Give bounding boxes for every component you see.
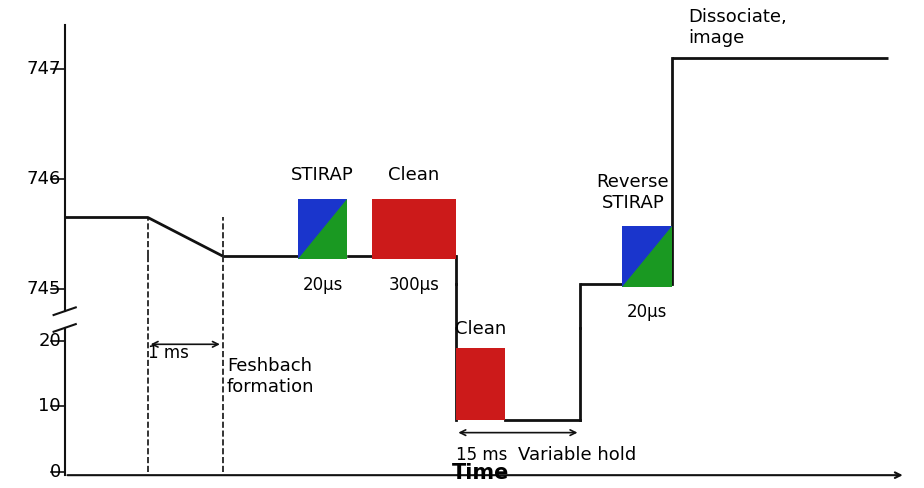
Text: Clean: Clean [455, 320, 506, 338]
Text: Feshbach
formation: Feshbach formation [227, 357, 314, 396]
Text: 0: 0 [50, 463, 61, 481]
Text: Time: Time [452, 463, 509, 483]
Bar [622, 226, 672, 287]
Polygon shape [298, 199, 347, 260]
Text: 1 ms: 1 ms [148, 345, 188, 362]
Polygon shape [622, 226, 672, 287]
Bar [456, 347, 505, 420]
Text: 10: 10 [39, 397, 61, 415]
Text: 15 ms: 15 ms [456, 446, 507, 464]
Text: 745: 745 [27, 280, 61, 298]
Text: Variable hold: Variable hold [517, 446, 636, 464]
Text: Dissociate,
image: Dissociate, image [688, 8, 787, 46]
Text: Reverse
STIRAP: Reverse STIRAP [597, 173, 669, 212]
Bar [298, 199, 347, 260]
Bar [372, 199, 456, 260]
Text: 20μs: 20μs [626, 304, 667, 322]
Text: Clean: Clean [388, 166, 440, 184]
Text: 747: 747 [27, 60, 61, 78]
Text: STIRAP: STIRAP [291, 166, 354, 184]
Text: 20: 20 [38, 332, 61, 350]
Text: 746: 746 [27, 170, 61, 188]
Text: 20μs: 20μs [302, 276, 343, 294]
Text: 300μs: 300μs [388, 276, 440, 294]
